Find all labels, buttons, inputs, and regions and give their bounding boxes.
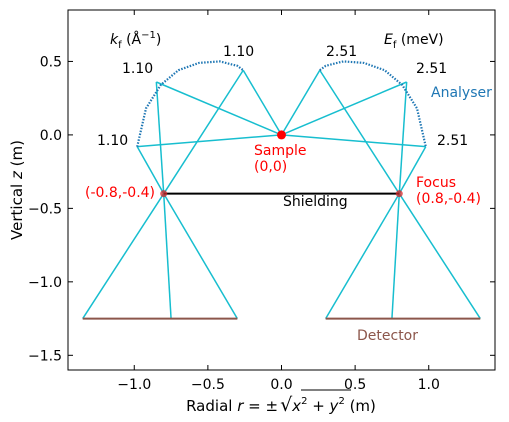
- beam-sample-to-analyser-2: [242, 69, 283, 136]
- x-axis-label: Radial r = ± √x2 + y2 (m): [186, 394, 376, 416]
- x-tick-label-2: 0.0: [270, 377, 292, 393]
- y-tick-label-0: 0.5: [40, 54, 62, 70]
- analyser-arc-right: [319, 60, 427, 147]
- plot-content: [82, 60, 481, 320]
- x-tick-label-4: 1.0: [418, 377, 440, 393]
- beam-analyser-to-focus-4: [398, 81, 408, 194]
- x-tick-label-3: 0.5: [344, 377, 366, 393]
- beam-analyser-to-focus-3: [319, 69, 400, 195]
- ef-value-3: 2.51: [437, 133, 468, 149]
- beam-analyser-to-focus-1: [155, 81, 165, 194]
- beam-analyser-to-focus-0: [136, 146, 165, 195]
- sample-coords-label: (0,0): [254, 159, 287, 175]
- x-ticks: −1.0 −0.5 0.0 0.5 1.0: [117, 10, 440, 393]
- kf-value-3: 1.10: [223, 44, 254, 60]
- x-tick-label-0: −1.0: [117, 377, 151, 393]
- beam-focus-to-detector-4: [391, 193, 401, 319]
- sample-label: Sample: [254, 143, 307, 159]
- beam-sample-to-analyser-0: [137, 134, 282, 148]
- beam-sample-to-analyser-3: [280, 69, 321, 136]
- y-tick-label-1: 0.0: [40, 128, 62, 144]
- x-tick-label-1: −0.5: [191, 377, 225, 393]
- beam-focus-to-detector-2: [163, 193, 238, 319]
- focus-marker-0: [160, 190, 168, 198]
- analyser-arc-left: [136, 60, 244, 147]
- beam-focus-to-detector-0: [82, 193, 165, 319]
- y-ticks: 0.5 0.0 −0.5 −1.0 −1.5: [28, 54, 495, 364]
- y-tick-label-2: −0.5: [28, 201, 62, 217]
- beam-sample-to-analyser-5: [281, 134, 426, 148]
- focus-marker-1: [395, 190, 403, 198]
- kf-value-2: 1.10: [122, 61, 153, 77]
- y-axis-label: Vertical z (m): [8, 140, 26, 240]
- ef-label: Ef (meV): [384, 32, 444, 51]
- left-focus-label: (-0.8,-0.4): [85, 185, 155, 201]
- beam-focus-to-detector-1: [162, 193, 172, 319]
- sample-marker: [277, 130, 286, 140]
- beam-analyser-to-focus-5: [398, 146, 427, 195]
- analyser-label: Analyser: [431, 85, 492, 101]
- beam-focus-to-detector-3: [325, 193, 400, 319]
- right-focus-label: Focus: [416, 175, 456, 191]
- y-tick-label-3: −1.0: [28, 275, 62, 291]
- ef-value-2: 2.51: [416, 61, 447, 77]
- beam-focus-to-detector-5: [398, 193, 481, 319]
- kf-value-1: 1.10: [97, 133, 128, 149]
- detector-label: Detector: [357, 328, 418, 344]
- beam-analyser-to-focus-2: [163, 69, 244, 195]
- y-tick-label-4: −1.5: [28, 348, 62, 364]
- shielding-label: Shielding: [283, 194, 348, 210]
- kf-label: kf (Å−1): [110, 30, 161, 51]
- right-focus-coords-label: (0.8,-0.4): [416, 191, 481, 207]
- ef-value-1: 2.51: [326, 44, 357, 60]
